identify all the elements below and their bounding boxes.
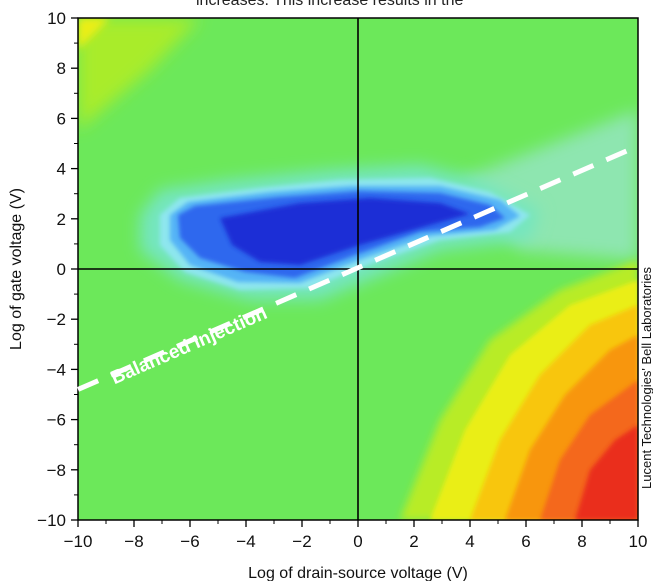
x-tick-label: 4: [465, 532, 474, 551]
contour-warm-6: [575, 425, 638, 520]
y-tick-label: 10: [47, 9, 66, 28]
x-tick-label: 8: [577, 532, 586, 551]
x-tick-label: −2: [292, 532, 311, 551]
y-tick-label: −2: [47, 310, 66, 329]
x-axis-title: Log of drain-source voltage (V): [248, 565, 468, 581]
image-credit: Lucent Technologies' Bell Laboratories: [639, 267, 653, 489]
x-tick-label: −10: [64, 532, 93, 551]
header-text: increases. This increase results in the: [196, 0, 463, 9]
y-tick-label: −8: [47, 461, 66, 480]
balanced-injection-line: [77, 143, 639, 392]
y-tick-label: 6: [57, 109, 66, 128]
y-tick-label: −4: [47, 360, 66, 379]
x-tick-label: 10: [629, 532, 648, 551]
x-tick-label: −8: [124, 532, 143, 551]
x-tick-label: 0: [353, 532, 362, 551]
x-tick-label: 2: [409, 532, 418, 551]
y-tick-label: 2: [57, 210, 66, 229]
x-axis: −10 −8 −6 −4 −2 0 2 4 6 8 10: [64, 520, 648, 551]
x-tick-label: −6: [180, 532, 199, 551]
y-tick-label: 4: [57, 160, 66, 179]
x-tick-label: −4: [236, 532, 255, 551]
y-axis: −10 −8 −6 −4 −2 0 2 4 6 8 10: [37, 9, 78, 530]
y-tick-label: 0: [57, 260, 66, 279]
y-tick-label: 8: [57, 59, 66, 78]
contour-upper-left-yg: [78, 18, 200, 130]
contour-cool-5: [220, 198, 470, 265]
y-tick-label: −6: [47, 411, 66, 430]
y-axis-title: Log of gate voltage (V): [8, 188, 25, 350]
x-tick-label: 6: [521, 532, 530, 551]
contour-upper-left-yellow: [78, 18, 110, 50]
y-tick-label: −10: [37, 511, 66, 530]
